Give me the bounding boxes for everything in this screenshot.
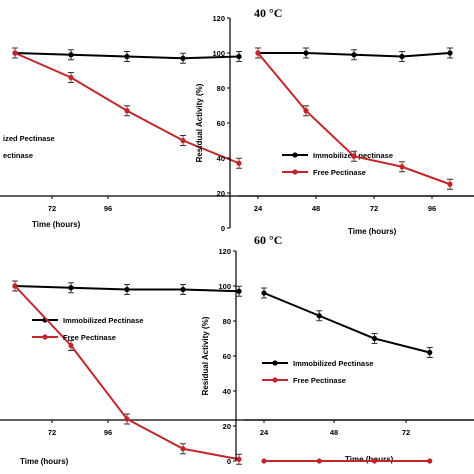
x-tick-label: 96 [104,428,112,437]
x-tick-label: 72 [370,204,378,213]
data-point [255,50,261,56]
y-tick-label: 60 [217,119,225,128]
x-tick-label: 48 [312,204,320,213]
chart-title: 40 °C [254,6,282,20]
x-tick-label: 96 [104,204,112,213]
y-tick-label: 100 [218,282,231,291]
x-tick-label: 96 [428,204,436,213]
chart-panel-2: 0 20 40 60 80 100 120 Residual Activity (%) 40 °… [195,6,474,236]
data-point [68,74,74,81]
series-line [257,52,451,186]
data-point [427,458,433,464]
y-tick-label: 100 [212,49,225,58]
data-point [180,137,186,144]
series-2 [261,458,433,464]
y-tick-label: 80 [223,317,231,326]
y-tick-label: 40 [217,154,225,163]
data-point [180,286,186,293]
legend-label: Immobilized Pectinase [293,359,373,368]
series-2 [255,47,453,190]
legend-swatch-marker [42,334,48,340]
chart-panel-1: 72 96 Time (hours) ized Pectinase ectinase [0,47,474,229]
data-point [261,290,267,296]
x-axis-label: Time (hours) [32,220,81,229]
legend-label: Free Pectinase [293,376,346,385]
y-axis-label: Residual Activity (%) [201,316,210,395]
data-point [303,50,309,56]
data-point [399,53,405,60]
series-1 [255,47,453,62]
data-point [236,53,242,60]
data-point [261,458,267,464]
legend-swatch-marker [272,377,278,383]
data-point [351,52,357,58]
y-tick-label: 0 [227,457,231,466]
y-tick-label: 20 [223,422,231,431]
data-point [124,416,130,422]
series-line [263,292,430,354]
x-tick-label: 24 [260,428,269,437]
data-point [124,108,130,114]
data-point [447,181,453,187]
legend-swatch-marker [292,152,298,158]
x-tick-label: 24 [254,204,263,213]
data-point [12,50,18,56]
legend-label: Free Pectinase [313,168,366,177]
x-axis-label: Time (hours) [348,227,397,236]
data-point [316,458,322,464]
data-point [399,164,405,170]
data-point [180,55,186,61]
y-tick-label: 60 [223,352,231,361]
data-point [180,446,186,452]
y-tick-label: 120 [212,14,225,23]
x-tick-label: 48 [330,428,338,437]
data-point [68,342,74,349]
x-tick-label: 72 [48,204,56,213]
legend-label: ized Pectinase [3,134,55,143]
data-point [236,456,242,462]
x-tick-label: 72 [402,428,410,437]
chart-panel-4: 0 20 40 60 80 100 120 Residual Activity (%) 60 °… [201,233,474,466]
series-1 [12,280,242,297]
data-point [68,285,74,291]
data-point [124,286,130,293]
legend-label: Free Pectinase [63,333,116,342]
data-point [371,335,378,342]
y-axis-label: Residual Activity (%) [195,83,204,162]
series-1 [261,287,433,358]
y-tick-label: 120 [218,247,231,256]
data-point [371,458,378,464]
y-tick-label: 40 [223,387,231,396]
data-point [236,288,242,294]
chart-title: 60 °C [254,233,282,247]
data-point [68,52,74,58]
series-2 [12,280,242,465]
data-point [447,50,453,56]
x-axis-label: Time (hours) [345,455,394,464]
y-tick-label: 20 [217,189,225,198]
legend-label: Immobilized Pectinase [63,316,143,325]
data-point [236,160,242,166]
x-axis-label: Time (hours) [20,457,69,466]
x-tick-label: 72 [48,428,56,437]
data-point [351,153,357,159]
legend-swatch-marker [292,169,298,175]
data-point [427,349,433,356]
legend-label: ectinase [3,151,33,160]
legend-swatch-marker [272,360,278,366]
data-point [12,283,18,289]
y-tick-label: 80 [217,84,225,93]
series-2 [12,47,242,169]
data-point [124,53,130,60]
data-point [316,313,322,319]
y-tick-label: 0 [221,224,225,233]
series-1 [12,47,242,64]
data-point [303,108,309,114]
